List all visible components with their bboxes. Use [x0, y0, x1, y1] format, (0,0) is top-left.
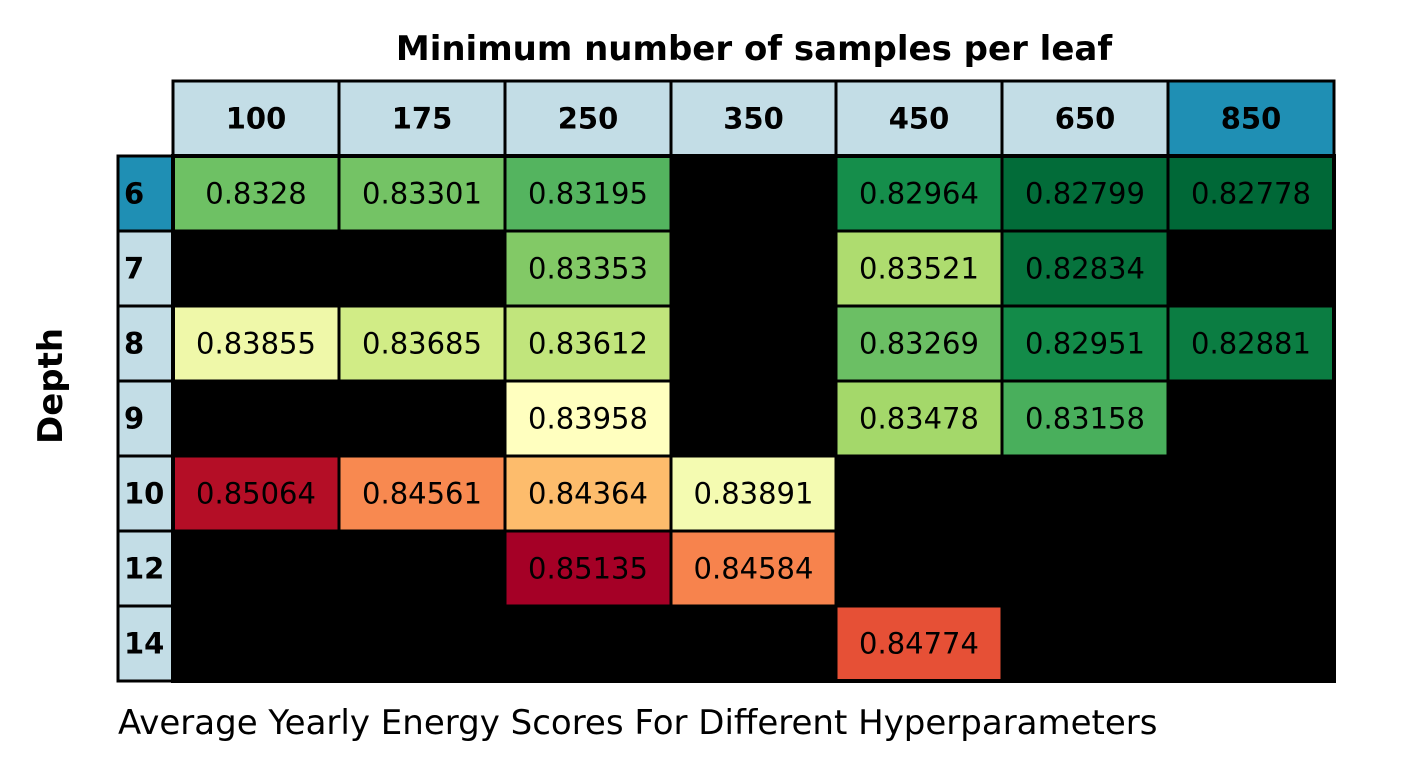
column-header-cell — [834, 79, 1004, 158]
heatmap-cell-empty — [669, 304, 838, 383]
heatmap-cell-value: 0.84561 — [362, 477, 482, 511]
heatmap-cell-value: 0.85064 — [196, 477, 316, 511]
heatmap-cell-value: 0.83301 — [362, 177, 482, 211]
heatmap-cell-empty — [1166, 454, 1336, 533]
column-header-label: 450 — [889, 102, 950, 136]
heatmap-cell-value: 0.83521 — [859, 252, 979, 286]
heatmap-cell-value: 0.83195 — [528, 177, 648, 211]
heatmap-cell — [337, 154, 507, 233]
heatmap-cell-empty — [834, 454, 1004, 533]
heatmap-cell-empty — [669, 604, 838, 683]
heatmap-cell-empty — [669, 379, 838, 458]
row-header-label: 8 — [124, 327, 144, 361]
heatmap-cell-empty — [1166, 379, 1336, 458]
column-header-cell — [1166, 79, 1336, 158]
row-header-label: 14 — [124, 627, 164, 661]
heatmap-cell-value: 0.8328 — [205, 177, 306, 211]
heatmap-cell — [834, 304, 1004, 383]
heatmap-cell-value: 0.83855 — [196, 327, 316, 361]
heatmap-cell-value: 0.83158 — [1025, 402, 1145, 436]
heatmap-cell-value: 0.82799 — [1025, 177, 1145, 211]
heatmap-cell-value: 0.82951 — [1025, 327, 1145, 361]
column-header-label: 100 — [226, 102, 287, 136]
heatmap-cell-value: 0.84364 — [528, 477, 648, 511]
heatmap-cell-empty — [171, 529, 341, 608]
column-header-label: 175 — [392, 102, 453, 136]
heatmap-frame — [171, 154, 1336, 683]
row-header-label: 9 — [124, 402, 144, 436]
heatmap-cell-empty — [669, 154, 838, 233]
heatmap-cell — [503, 379, 673, 458]
heatmap-cell-value: 0.82834 — [1025, 252, 1145, 286]
heatmap-cell — [503, 154, 673, 233]
heatmap-cell-empty — [1000, 454, 1170, 533]
heatmap-cell-value: 0.82778 — [1191, 177, 1311, 211]
heatmap-cell-empty — [171, 229, 341, 308]
heatmap-cell-value: 0.83891 — [694, 477, 814, 511]
heatmap-cell — [503, 454, 673, 533]
heatmap-cell-empty — [337, 604, 507, 683]
row-header-label: 12 — [124, 552, 164, 586]
chart-title: Minimum number of samples per leaf — [396, 29, 1113, 69]
heatmap-cell — [503, 229, 673, 308]
heatmap-cell — [503, 304, 673, 383]
chart-caption: Average Yearly Energy Scores For Differe… — [118, 703, 1158, 743]
heatmap-cell-value: 0.82881 — [1191, 327, 1311, 361]
heatmap-cell-empty — [171, 604, 341, 683]
heatmap-cell-empty — [1166, 529, 1336, 608]
heatmap-cell-value: 0.83958 — [528, 402, 648, 436]
heatmap-cell-value: 0.84774 — [859, 627, 979, 661]
heatmap-cell-empty — [1166, 229, 1336, 308]
heatmap-cell-value: 0.83269 — [859, 327, 979, 361]
heatmap-cell-empty — [337, 229, 507, 308]
heatmap-cell-empty — [171, 379, 341, 458]
heatmap-cell — [834, 229, 1004, 308]
heatmap-cell-empty — [669, 229, 838, 308]
row-header-label: 7 — [124, 252, 144, 286]
row-header-cell — [116, 379, 175, 458]
heatmap-cell-empty — [1166, 604, 1336, 683]
heatmap-cell-value: 0.83353 — [528, 252, 648, 286]
heatmap-cell-empty — [337, 379, 507, 458]
row-header-cell — [116, 229, 175, 308]
column-header-label: 850 — [1221, 102, 1282, 136]
heatmap-cell — [1000, 154, 1170, 233]
heatmap-cell-empty — [834, 529, 1004, 608]
heatmap-cell — [834, 154, 1004, 233]
heatmap-cell-value: 0.83685 — [362, 327, 482, 361]
heatmap-cell — [1000, 304, 1170, 383]
heatmap-cell-empty — [503, 604, 673, 683]
heatmap-cell-value: 0.82964 — [859, 177, 979, 211]
column-header-cell — [171, 79, 341, 158]
y-axis-label: Depth — [31, 328, 71, 444]
heatmap-cell-value: 0.83478 — [859, 402, 979, 436]
heatmap-cell — [669, 454, 838, 533]
heatmap-cell-empty — [1000, 604, 1170, 683]
column-header-label: 350 — [723, 102, 784, 136]
heatmap-cell-value: 0.85135 — [528, 552, 648, 586]
column-header-label: 250 — [558, 102, 619, 136]
column-header-label: 650 — [1055, 102, 1116, 136]
row-header-label: 10 — [124, 477, 164, 511]
heatmap-grid: 100 175 250 350 450 650 850 6 7 8 9 10 12 14 0.8328 0.8… — [116, 79, 1336, 683]
heatmap-cell-value: 0.83612 — [528, 327, 648, 361]
heatmap-cell-value: 0.84584 — [694, 552, 814, 586]
heatmap-cell-empty — [1000, 529, 1170, 608]
heatmap-cell-empty — [337, 529, 507, 608]
row-header-label: 6 — [124, 177, 144, 211]
